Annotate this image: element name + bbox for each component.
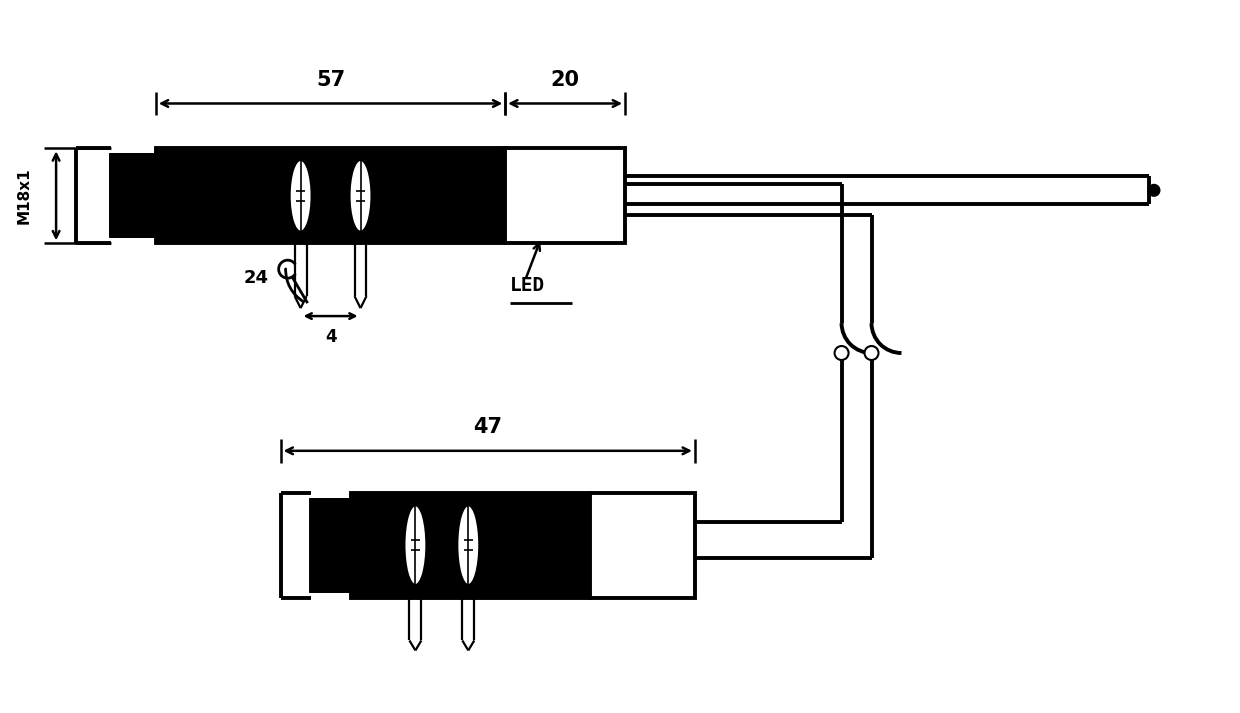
Bar: [351, 493, 590, 597]
Text: 47: 47: [474, 417, 502, 437]
Ellipse shape: [458, 506, 480, 585]
Bar: [310, 500, 351, 590]
Text: 4: 4: [325, 328, 336, 346]
Circle shape: [864, 346, 878, 360]
Ellipse shape: [350, 160, 372, 232]
Text: LED: LED: [510, 276, 546, 294]
Text: 20: 20: [551, 70, 579, 90]
Text: M18x1: M18x1: [16, 168, 31, 224]
Circle shape: [835, 346, 848, 360]
Bar: [112, 155, 156, 236]
Ellipse shape: [404, 506, 427, 585]
Bar: [156, 148, 505, 243]
Text: 57: 57: [316, 70, 345, 90]
Bar: [505, 148, 625, 243]
Bar: [590, 493, 694, 597]
Text: 24: 24: [244, 269, 269, 287]
Circle shape: [1148, 185, 1159, 196]
Ellipse shape: [290, 160, 311, 232]
